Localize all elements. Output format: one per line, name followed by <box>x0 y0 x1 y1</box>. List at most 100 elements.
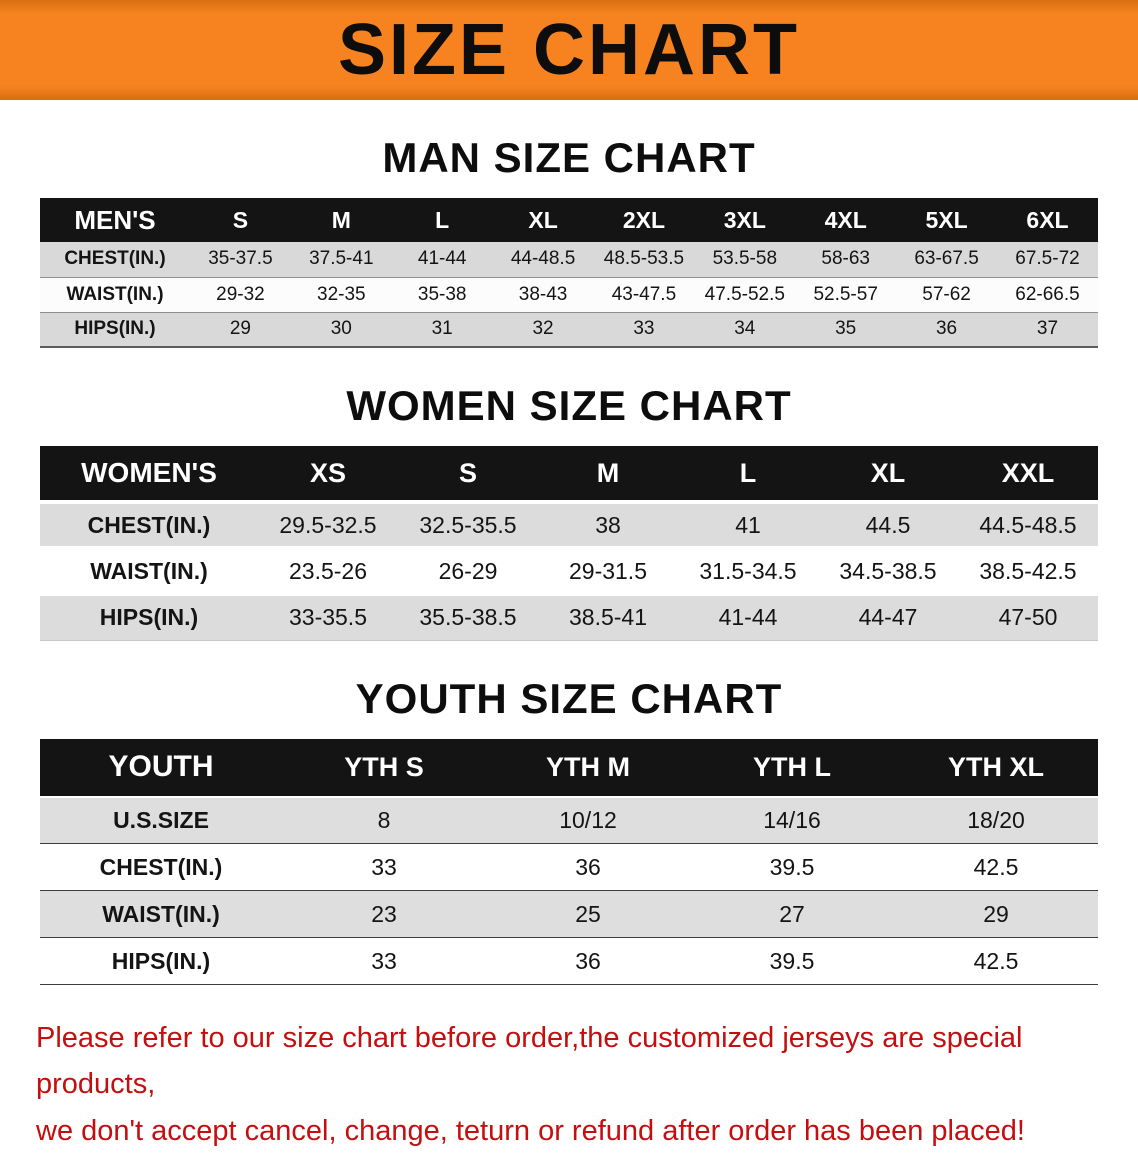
measurement-cell: 32.5-35.5 <box>419 511 517 538</box>
measurement-cell: 36 <box>935 318 958 340</box>
size-header-cell: YTH L <box>690 738 894 797</box>
measurement-cell: 36 <box>575 947 601 974</box>
row-label-cell: HIPS(IN.) <box>111 947 211 974</box>
table-row: WAIST(IN.) 23 25 27 29 <box>40 890 1098 938</box>
size-header-cell: YTH S <box>282 738 486 797</box>
measurement-cell: 26-29 <box>438 557 498 584</box>
measurement-cell: 29.5-32.5 <box>279 511 377 538</box>
measurement-cell: 14/16 <box>763 806 821 833</box>
row-label-cell: WAIST(IN.) <box>102 900 220 927</box>
measurement-cell: 34 <box>734 318 756 340</box>
size-header-cell: XL <box>492 198 594 242</box>
size-header-cell: M <box>538 446 678 502</box>
table-title-cell: MEN'S <box>40 198 190 242</box>
size-header-cell: S <box>190 198 291 242</box>
youth-size-table: YOUTH YTH S YTH M YTH L YTH XL U.S.SIZE 8 10/12… <box>40 738 1098 986</box>
size-header-cell: YTH M <box>486 738 690 797</box>
measurement-cell: 38.5-41 <box>568 604 647 631</box>
measurement-cell: 23.5-26 <box>288 557 367 584</box>
row-label-cell: HIPS(IN.) <box>74 318 156 340</box>
table-header-row: YOUTH YTH S YTH M YTH L YTH XL <box>40 738 1098 797</box>
row-label-cell: CHEST(IN.) <box>87 511 211 538</box>
table-title-cell: WOMEN'S <box>40 446 258 502</box>
measurement-cell: 38.5-42.5 <box>979 557 1077 584</box>
size-header-cell: 3XL <box>694 198 796 242</box>
row-label-cell: HIPS(IN.) <box>99 604 199 631</box>
size-header-cell: XXL <box>958 446 1098 502</box>
women-size-table: WOMEN'S XS S M L XL XXL CHEST(IN.) 29.5-32.5 32.5… <box>40 446 1098 641</box>
disclaimer-line-1: Please refer to our size chart before or… <box>36 1022 1023 1101</box>
table-row: WAIST(IN.) 23.5-26 26-29 29-31.5 31.5-34.5 34… <box>40 548 1098 594</box>
measurement-cell: 42.5 <box>973 947 1019 974</box>
row-label-cell: U.S.SIZE <box>113 806 209 833</box>
size-header-cell: XL <box>818 446 958 502</box>
measurement-cell: 62-66.5 <box>1015 283 1080 305</box>
row-label-cell: CHEST(IN.) <box>64 248 166 270</box>
men-section-heading: MAN SIZE CHART <box>382 134 756 181</box>
measurement-cell: 44.5-48.5 <box>979 511 1077 538</box>
measurement-cell: 35-37.5 <box>208 248 273 270</box>
measurement-cell: 33-35.5 <box>288 604 367 631</box>
size-header-cell: M <box>290 198 392 242</box>
measurement-cell: 8 <box>377 806 391 833</box>
size-header-cell: 2XL <box>593 198 695 242</box>
measurement-cell: 67.5-72 <box>1015 248 1080 270</box>
table-row: HIPS(IN.) 33 36 39.5 42.5 <box>40 937 1098 985</box>
measurement-cell: 29-31.5 <box>568 557 647 584</box>
table-row: U.S.SIZE 8 10/12 14/16 18/20 <box>40 796 1098 844</box>
youth-size-section: YOUTH SIZE CHART YOUTH YTH S YTH M YTH L YTH… <box>0 641 1138 986</box>
measurement-cell: 47-50 <box>998 604 1058 631</box>
measurement-cell: 39.5 <box>769 947 815 974</box>
measurement-cell: 31.5-34.5 <box>699 557 797 584</box>
page-title: SIZE CHART <box>338 10 800 90</box>
measurement-cell: 23 <box>371 900 397 927</box>
table-row: CHEST(IN.) 35-37.5 37.5-41 41-44 44-48.5 48.5… <box>40 242 1098 277</box>
measurement-cell: 10/12 <box>559 806 617 833</box>
table-title-cell: YOUTH <box>40 738 282 797</box>
row-label-cell: WAIST(IN.) <box>66 283 164 305</box>
measurement-cell: 41-44 <box>417 248 467 270</box>
measurement-cell: 31 <box>431 318 453 340</box>
measurement-cell: 53.5-58 <box>712 248 778 270</box>
measurement-cell: 29 <box>983 900 1009 927</box>
banner: SIZE CHART <box>0 0 1138 100</box>
size-header-cell: YTH XL <box>894 738 1098 797</box>
measurement-cell: 33 <box>633 318 655 340</box>
men-size-section: MAN SIZE CHART MEN'S S M L XL 2XL 3XL 4XL 5XL 6XL… <box>0 100 1138 348</box>
measurement-cell: 42.5 <box>973 853 1019 880</box>
measurement-cell: 35.5-38.5 <box>419 604 517 631</box>
measurement-cell: 29-32 <box>216 283 265 305</box>
measurement-cell: 18/20 <box>967 806 1025 833</box>
measurement-cell: 41 <box>735 511 761 538</box>
measurement-cell: 34.5-38.5 <box>839 557 937 584</box>
row-label-cell: WAIST(IN.) <box>90 557 208 584</box>
row-label-cell: CHEST(IN.) <box>99 853 223 880</box>
size-header-cell: L <box>678 446 818 502</box>
men-size-table: MEN'S S M L XL 2XL 3XL 4XL 5XL 6XL CHEST(IN.) 35-37… <box>40 198 1098 348</box>
youth-section-heading: YOUTH SIZE CHART <box>355 674 783 722</box>
measurement-cell: 57-62 <box>922 283 971 305</box>
measurement-cell: 33 <box>371 947 397 974</box>
measurement-cell: 35-38 <box>417 283 467 305</box>
measurement-cell: 25 <box>575 900 601 927</box>
measurement-cell: 29 <box>229 318 251 340</box>
size-header-cell: 6XL <box>997 198 1098 242</box>
measurement-cell: 44.5 <box>865 511 911 538</box>
measurement-cell: 48.5-53.5 <box>603 248 685 270</box>
measurement-cell: 32-35 <box>317 283 366 305</box>
measurement-cell: 47.5-52.5 <box>704 283 785 305</box>
measurement-cell: 43-47.5 <box>611 283 677 305</box>
measurement-cell: 41-44 <box>718 604 778 631</box>
measurement-cell: 33 <box>371 853 397 880</box>
table-row: WAIST(IN.) 29-32 32-35 35-38 38-43 43-47.5 47.… <box>40 277 1098 312</box>
measurement-cell: 32 <box>532 318 554 340</box>
measurement-cell: 58-63 <box>821 248 870 270</box>
table-row: CHEST(IN.) 33 36 39.5 42.5 <box>40 843 1098 891</box>
measurement-cell: 30 <box>330 318 352 340</box>
size-header-cell: L <box>391 198 493 242</box>
disclaimer-line-2: we don't accept cancel, change, teturn o… <box>36 1114 1025 1147</box>
measurement-cell: 27 <box>779 900 805 927</box>
measurement-cell: 36 <box>575 853 601 880</box>
measurement-cell: 39.5 <box>769 853 815 880</box>
